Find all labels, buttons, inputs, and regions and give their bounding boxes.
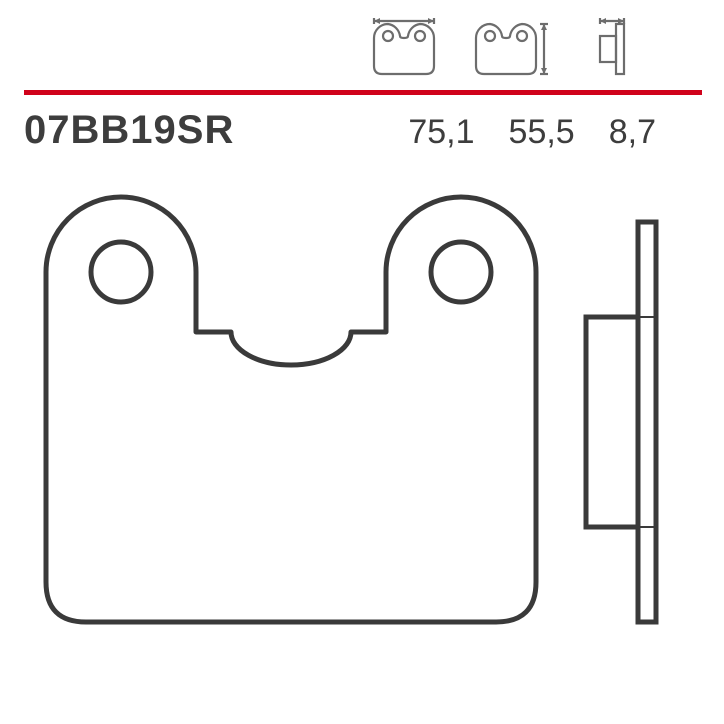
product-info-row: 07BB19SR 75,1 55,5 8,7: [24, 108, 702, 153]
dim-thickness: 8,7: [609, 113, 656, 152]
thickness-dimension-icon: [576, 16, 656, 80]
dim-width: 75,1: [408, 113, 474, 152]
accent-divider: [24, 90, 702, 95]
dim-height: 55,5: [509, 113, 575, 152]
width-dimension-icon: [364, 16, 444, 80]
product-sku: 07BB19SR: [24, 108, 234, 153]
brake-pad-diagram: [26, 182, 698, 702]
dimensions-values: 75,1 55,5 8,7: [408, 113, 702, 152]
height-dimension-icon: [470, 16, 550, 80]
dimension-icons-row: [0, 16, 724, 80]
